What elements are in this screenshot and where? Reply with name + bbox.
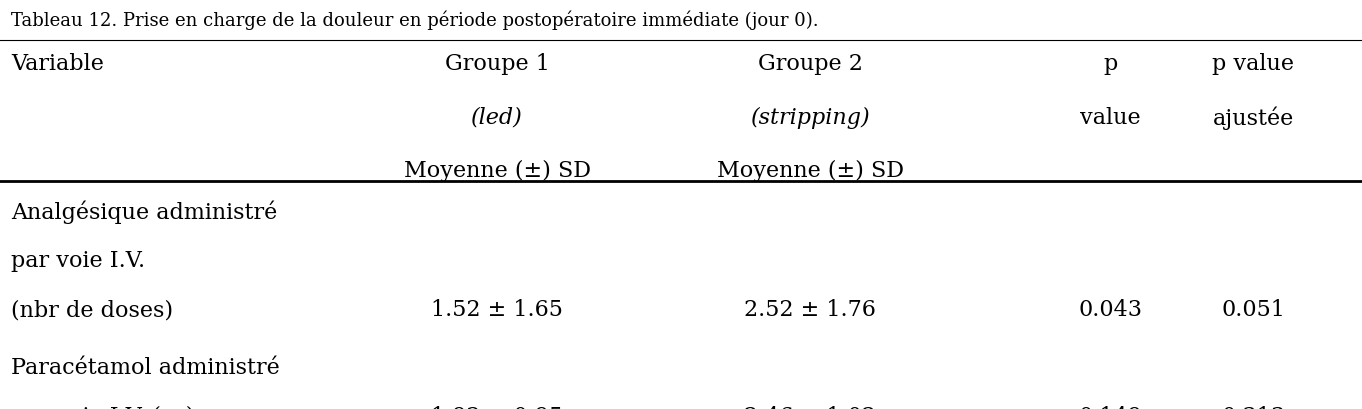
Text: p value: p value xyxy=(1212,53,1294,75)
Text: 0.313: 0.313 xyxy=(1222,405,1284,409)
Text: par voie I.V. (gr): par voie I.V. (gr) xyxy=(11,405,195,409)
Text: 1.92 ± 0.95: 1.92 ± 0.95 xyxy=(432,405,563,409)
Text: 0.051: 0.051 xyxy=(1222,299,1284,321)
Text: 0.149: 0.149 xyxy=(1079,405,1141,409)
Text: (nbr de doses): (nbr de doses) xyxy=(11,299,173,321)
Text: Variable: Variable xyxy=(11,53,104,75)
Text: 2.52 ± 1.76: 2.52 ± 1.76 xyxy=(745,299,876,321)
Text: par voie I.V.: par voie I.V. xyxy=(11,249,144,272)
Text: Tableau 12. Prise en charge de la douleur en période postopératoire immédiate (j: Tableau 12. Prise en charge de la douleu… xyxy=(11,10,819,30)
Text: p: p xyxy=(1103,53,1117,75)
Text: Paracétamol administré: Paracétamol administré xyxy=(11,356,279,378)
Text: Moyenne (±) SD: Moyenne (±) SD xyxy=(403,160,591,182)
Text: 0.043: 0.043 xyxy=(1079,299,1141,321)
Text: 2.46 ± 1.02: 2.46 ± 1.02 xyxy=(745,405,876,409)
Text: Groupe 1: Groupe 1 xyxy=(444,53,550,75)
Text: 1.52 ± 1.65: 1.52 ± 1.65 xyxy=(432,299,563,321)
Text: Moyenne (±) SD: Moyenne (±) SD xyxy=(716,160,904,182)
Text: (stripping): (stripping) xyxy=(750,106,870,128)
Text: Analgésique administré: Analgésique administré xyxy=(11,200,276,224)
Text: ajustée: ajustée xyxy=(1212,106,1294,130)
Text: Groupe 2: Groupe 2 xyxy=(757,53,864,75)
Text: value: value xyxy=(1080,106,1140,128)
Text: (led): (led) xyxy=(471,106,523,128)
